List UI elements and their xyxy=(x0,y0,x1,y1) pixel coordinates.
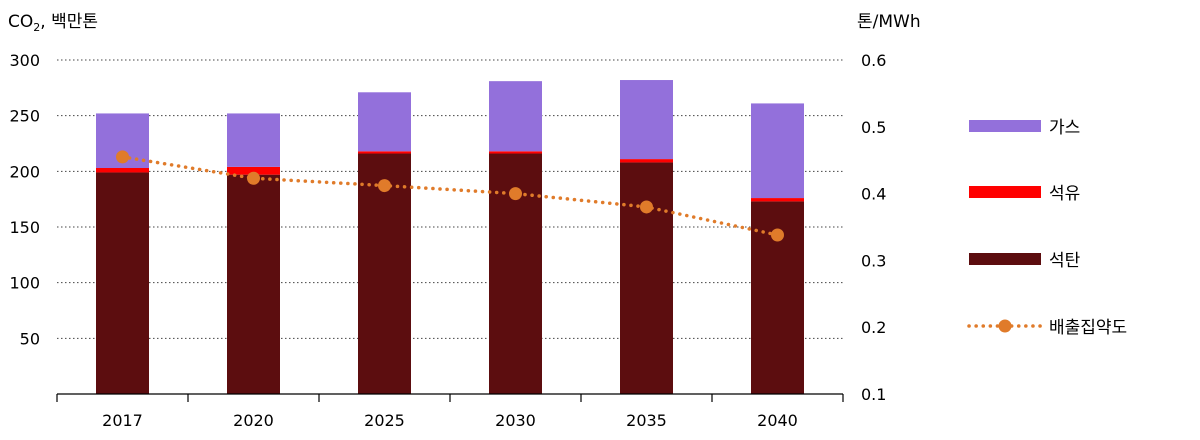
y-tick-label: 200 xyxy=(9,162,40,181)
bar-segment xyxy=(620,80,673,160)
legend-swatch xyxy=(969,253,1041,265)
bar-segment xyxy=(489,151,542,154)
bar-segment xyxy=(620,159,673,163)
grid-lines xyxy=(57,59,843,339)
x-tick-label: 2025 xyxy=(364,411,405,430)
legend-marker xyxy=(998,319,1012,333)
y2-tick-label: 0.4 xyxy=(861,185,886,204)
y-tick-label: 50 xyxy=(20,329,40,348)
bar-segment xyxy=(96,167,149,173)
y2-tick-label: 0.1 xyxy=(861,385,886,404)
x-tick-label: 2030 xyxy=(495,411,536,430)
x-tick-label: 2040 xyxy=(757,411,798,430)
intensity-line xyxy=(116,150,784,242)
bar-segment xyxy=(751,103,804,199)
y-tick-label: 150 xyxy=(9,218,40,237)
y2-tick-label: 0.6 xyxy=(861,51,886,70)
legend-label: 석탄 xyxy=(1049,251,1081,271)
y2-tick-label: 0.2 xyxy=(861,318,886,337)
bar-segment xyxy=(227,166,280,175)
bar-segment xyxy=(489,81,542,152)
bar-segment xyxy=(620,162,673,394)
y-tick-label: 300 xyxy=(9,51,40,70)
intensity-line-path xyxy=(120,155,780,237)
y2-tick-label: 0.5 xyxy=(861,118,886,137)
x-tick-label: 2035 xyxy=(626,411,667,430)
y-tick-label: 100 xyxy=(9,274,40,293)
legend-swatch xyxy=(969,186,1041,198)
bar-segment xyxy=(227,113,280,167)
x-tick-label: 2017 xyxy=(102,411,143,430)
intensity-point xyxy=(771,228,784,242)
bar-segment xyxy=(358,92,411,152)
bar-segment xyxy=(358,153,411,394)
y2-tick-label: 0.3 xyxy=(861,251,886,270)
y2-axis-title: 톤/MWh xyxy=(857,12,921,32)
intensity-point xyxy=(640,200,653,214)
bar-segment xyxy=(227,174,280,394)
y-tick-label: 250 xyxy=(9,107,40,126)
bar-segment xyxy=(96,172,149,394)
legend-label: 가스 xyxy=(1049,118,1080,138)
intensity-point xyxy=(116,150,129,164)
legend-swatch xyxy=(969,120,1041,132)
intensity-point xyxy=(509,187,522,201)
bar-segment xyxy=(358,151,411,154)
intensity-point xyxy=(247,171,260,185)
axes: 50 100 150 200 250 300 0.1 0.2 0.3 0.4 0.5 0.6 2017 2… xyxy=(9,51,886,430)
legend-label: 배출집약도 xyxy=(1049,318,1127,338)
x-tick-label: 2020 xyxy=(233,411,274,430)
intensity-point xyxy=(378,179,391,193)
bar-segment xyxy=(751,198,804,202)
legend-label: 석유 xyxy=(1049,184,1080,204)
stacked-bars xyxy=(96,80,804,394)
y-axis-title: CO2, 백만톤 xyxy=(8,12,98,34)
